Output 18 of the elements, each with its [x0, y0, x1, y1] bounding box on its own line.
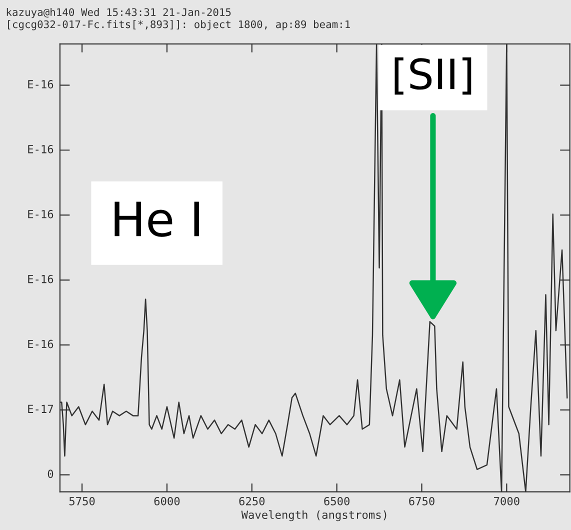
- text: E-16: [28, 340, 54, 348]
- x-tick-label: 6000: [154, 496, 180, 506]
- x-tick-label: 6250: [239, 496, 265, 506]
- annotation: He I: [114, 202, 199, 237]
- x-tick-label: 6750: [409, 496, 434, 506]
- annotation: [SII]: [394, 57, 472, 95]
- chart-title: kazuya@h140 Wed 15:43:31 21-Jan-2015: [6, 8, 231, 18]
- text: E-16: [28, 210, 54, 218]
- text: E-16: [28, 274, 54, 284]
- text: E-17: [28, 404, 53, 413]
- x-tick-label: 7000: [494, 496, 520, 506]
- text: E-16: [28, 144, 54, 154]
- x-tick-label: 5750: [69, 496, 95, 506]
- text: E-16: [28, 80, 54, 88]
- x-axis-title: Wavelength (angstroms): [241, 510, 386, 522]
- chart-subtitle: [cgcg032-017-Fc.fits[*,893]]: object 1800, ap:89 beam:1: [8, 20, 350, 30]
- x-tick-label: 6500: [324, 496, 350, 506]
- text: 0: [48, 470, 54, 478]
